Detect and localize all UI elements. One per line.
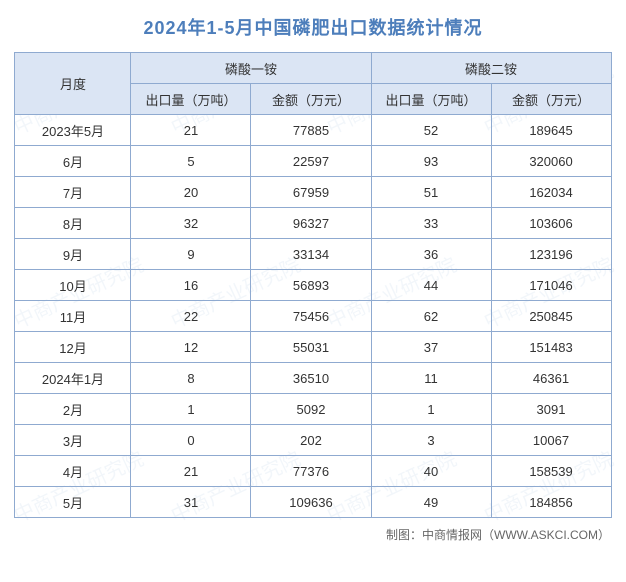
table-cell: 12月 [15, 332, 131, 363]
col-header-month: 月度 [15, 53, 131, 115]
table-cell: 2月 [15, 394, 131, 425]
table-cell: 184856 [491, 487, 611, 518]
table-cell: 32 [131, 208, 251, 239]
table-row: 11月227545662250845 [15, 301, 611, 332]
col-sub-header: 出口量（万吨） [131, 84, 251, 115]
table-cell: 21 [131, 456, 251, 487]
table-cell: 22 [131, 301, 251, 332]
table-cell: 77376 [251, 456, 371, 487]
table-row: 7月206795951162034 [15, 177, 611, 208]
col-group-header: 磷酸二铵 [371, 53, 611, 84]
col-sub-header: 出口量（万吨） [371, 84, 491, 115]
table-cell: 5 [131, 146, 251, 177]
table-cell: 3 [371, 425, 491, 456]
table-cell: 6月 [15, 146, 131, 177]
table-cell: 7月 [15, 177, 131, 208]
table-cell: 3091 [491, 394, 611, 425]
table-cell: 75456 [251, 301, 371, 332]
table-cell: 10月 [15, 270, 131, 301]
table-cell: 52 [371, 115, 491, 146]
table-row: 8月329632733103606 [15, 208, 611, 239]
table-cell: 40 [371, 456, 491, 487]
col-group-header: 磷酸一铵 [131, 53, 371, 84]
table-row: 2023年5月217788552189645 [15, 115, 611, 146]
page-title: 2024年1-5月中国磷肥出口数据统计情况 [0, 0, 626, 52]
table-cell: 36510 [251, 363, 371, 394]
table-cell: 96327 [251, 208, 371, 239]
table-cell: 8月 [15, 208, 131, 239]
table-row: 2024年1月8365101146361 [15, 363, 611, 394]
table-cell: 9 [131, 239, 251, 270]
table-cell: 51 [371, 177, 491, 208]
table-cell: 0 [131, 425, 251, 456]
table-row: 12月125503137151483 [15, 332, 611, 363]
table-cell: 9月 [15, 239, 131, 270]
table-cell: 16 [131, 270, 251, 301]
table-cell: 11月 [15, 301, 131, 332]
table-cell: 189645 [491, 115, 611, 146]
table-cell: 2024年1月 [15, 363, 131, 394]
table-cell: 77885 [251, 115, 371, 146]
table-cell: 109636 [251, 487, 371, 518]
table-row: 5月3110963649184856 [15, 487, 611, 518]
table-cell: 12 [131, 332, 251, 363]
table-cell: 93 [371, 146, 491, 177]
table-cell: 11 [371, 363, 491, 394]
table-cell: 5092 [251, 394, 371, 425]
table-row: 4月217737640158539 [15, 456, 611, 487]
table-cell: 123196 [491, 239, 611, 270]
table-cell: 1 [371, 394, 491, 425]
table-row: 2月1509213091 [15, 394, 611, 425]
table-cell: 8 [131, 363, 251, 394]
table-cell: 162034 [491, 177, 611, 208]
footer-source: 制图：中商情报网（WWW.ASKCI.COM） [0, 518, 626, 543]
col-sub-header: 金额（万元） [251, 84, 371, 115]
col-sub-header: 金额（万元） [491, 84, 611, 115]
table-cell: 250845 [491, 301, 611, 332]
table-cell: 22597 [251, 146, 371, 177]
table-cell: 158539 [491, 456, 611, 487]
table-cell: 46361 [491, 363, 611, 394]
table-cell: 320060 [491, 146, 611, 177]
table-cell: 151483 [491, 332, 611, 363]
table-row: 6月52259793320060 [15, 146, 611, 177]
table-cell: 4月 [15, 456, 131, 487]
table-row: 3月0202310067 [15, 425, 611, 456]
table-cell: 31 [131, 487, 251, 518]
table-cell: 1 [131, 394, 251, 425]
table-row: 9月93313436123196 [15, 239, 611, 270]
table-cell: 202 [251, 425, 371, 456]
table-cell: 3月 [15, 425, 131, 456]
table-cell: 55031 [251, 332, 371, 363]
table-cell: 5月 [15, 487, 131, 518]
table-cell: 10067 [491, 425, 611, 456]
table-cell: 67959 [251, 177, 371, 208]
table-cell: 44 [371, 270, 491, 301]
table-cell: 33134 [251, 239, 371, 270]
table-cell: 36 [371, 239, 491, 270]
table-cell: 171046 [491, 270, 611, 301]
table-cell: 21 [131, 115, 251, 146]
data-table: 月度磷酸一铵磷酸二铵出口量（万吨）金额（万元）出口量（万吨）金额（万元） 202… [14, 52, 611, 518]
table-row: 10月165689344171046 [15, 270, 611, 301]
table-cell: 37 [371, 332, 491, 363]
table-cell: 33 [371, 208, 491, 239]
table-cell: 103606 [491, 208, 611, 239]
table-cell: 20 [131, 177, 251, 208]
table-cell: 2023年5月 [15, 115, 131, 146]
table-cell: 56893 [251, 270, 371, 301]
table-cell: 62 [371, 301, 491, 332]
table-cell: 49 [371, 487, 491, 518]
